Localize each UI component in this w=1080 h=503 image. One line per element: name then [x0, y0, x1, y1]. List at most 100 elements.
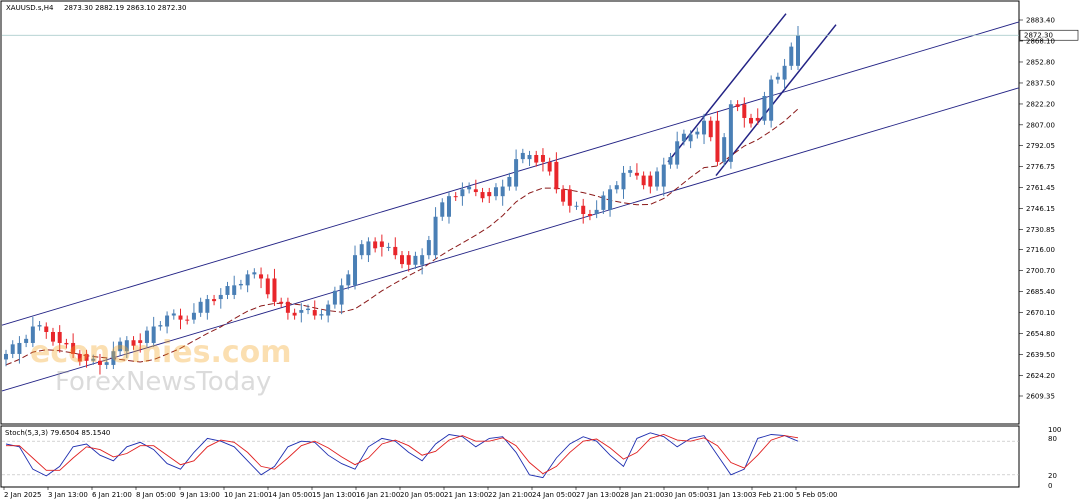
candle-body — [131, 340, 136, 346]
price-tick-label: 2730.85 — [1026, 226, 1055, 234]
candle-body — [688, 134, 693, 142]
time-tick-label: 21 Jan 13:00 — [444, 491, 488, 499]
candle-body — [339, 285, 344, 305]
short-channel-lower-line — [715, 24, 837, 177]
candle-body — [480, 192, 485, 199]
candle-body — [97, 360, 102, 365]
candle-body — [708, 120, 713, 138]
candle-body — [661, 164, 666, 187]
candle-body — [775, 76, 780, 80]
time-tick-label: 15 Jan 13:00 — [312, 491, 356, 499]
price-tick-label: 2639.50 — [1026, 351, 1055, 359]
candle-body — [540, 155, 545, 162]
price-tick-label: 2883.40 — [1026, 17, 1055, 25]
stoch-main-line — [5, 432, 799, 479]
candle-body — [460, 189, 465, 197]
time-tick-label: 5 Feb 05:00 — [796, 491, 837, 499]
candle-body — [158, 325, 163, 327]
candle-body — [433, 216, 438, 256]
candle-body — [37, 325, 42, 327]
price-tick-label: 2670.10 — [1026, 309, 1055, 317]
candle-body — [104, 362, 109, 365]
stoch-level-80: 80 — [1048, 435, 1057, 443]
time-tick-label: 2 Jan 2025 — [4, 491, 42, 499]
candle-body — [493, 187, 498, 197]
candle-body — [473, 189, 478, 193]
candle-body — [681, 133, 686, 142]
time-tick-label: 3 Jan 13:00 — [48, 491, 88, 499]
candle-body — [655, 171, 660, 187]
candle-body — [218, 294, 223, 300]
main-panel-frame — [0, 0, 1020, 425]
candle-body — [614, 185, 619, 190]
candle-body — [755, 117, 760, 121]
candle-body — [272, 278, 277, 302]
candle-body — [57, 331, 62, 343]
price-tick-label: 2837.50 — [1026, 79, 1055, 87]
candle-body — [319, 314, 324, 316]
candle-body — [359, 244, 364, 256]
candle-body — [749, 117, 754, 124]
candle-body — [292, 312, 297, 316]
candle-body — [440, 202, 445, 217]
candle-body — [225, 286, 230, 295]
candle-body — [259, 274, 264, 279]
candle-body — [520, 152, 525, 160]
candle-body — [581, 205, 586, 215]
candle-body — [400, 255, 404, 265]
candle-body — [44, 326, 49, 332]
price-tick-label: 2761.45 — [1026, 184, 1055, 192]
candle-body — [185, 319, 190, 321]
candle-body — [346, 274, 351, 286]
stoch-level-lines — [2, 440, 1019, 476]
candle-body — [118, 341, 123, 352]
candle-body — [446, 196, 451, 217]
candle-body — [24, 338, 29, 343]
candle-body — [71, 342, 76, 354]
watermark-forexnewstoday: ForexNewsToday — [55, 367, 271, 397]
candle-body — [467, 186, 472, 190]
candle-body — [238, 283, 243, 286]
price-axis: 2883.40 2868.10 2852.80 2837.50 2822.20 2807.… — [1019, 17, 1055, 401]
candle-body — [547, 161, 552, 172]
candle-body — [232, 285, 237, 295]
stoch-label: Stoch(5,3,3) 79.6504 85.1540 — [5, 429, 110, 437]
candle-body — [84, 353, 89, 361]
candle-body — [151, 326, 156, 343]
candle-body — [299, 310, 304, 313]
stoch-signal-line — [6, 434, 799, 475]
time-tick-label: 8 Jan 05:00 — [136, 491, 176, 499]
time-tick-label: 24 Jan 05:00 — [532, 491, 576, 499]
stoch-level-100: 100 — [1048, 426, 1061, 434]
candle-body — [285, 301, 290, 313]
time-tick-label: 31 Jan 13:00 — [708, 491, 752, 499]
price-tick-label: 2822.20 — [1026, 100, 1055, 108]
candle-body — [366, 241, 371, 256]
time-tick-label: 22 Jan 21:00 — [488, 491, 532, 499]
candle-body — [735, 104, 740, 107]
candle-body — [326, 304, 331, 316]
time-tick-label: 28 Jan 21:00 — [620, 491, 664, 499]
time-tick-label: 27 Jan 13:00 — [576, 491, 620, 499]
candle-body — [144, 330, 149, 343]
moving-average-line — [5, 108, 799, 366]
candle-body — [279, 301, 284, 304]
candle-body — [420, 255, 425, 265]
candle-body — [406, 255, 411, 265]
candle-body — [178, 315, 183, 320]
candle-body — [332, 290, 337, 305]
candle-body — [50, 331, 55, 342]
candle-body — [77, 353, 82, 362]
candle-body — [789, 46, 794, 66]
price-tick-label: 2807.00 — [1026, 121, 1055, 129]
candle-body — [373, 241, 378, 249]
candle-body — [198, 301, 203, 313]
candle-body — [782, 65, 787, 80]
time-tick-label: 3 Feb 21:00 — [752, 491, 793, 499]
candle-body — [306, 308, 311, 311]
price-tick-label: 2792.05 — [1026, 142, 1055, 150]
time-tick-label: 10 Jan 21:00 — [224, 491, 268, 499]
candle-body — [353, 255, 358, 286]
time-tick-label: 9 Jan 13:00 — [180, 491, 220, 499]
